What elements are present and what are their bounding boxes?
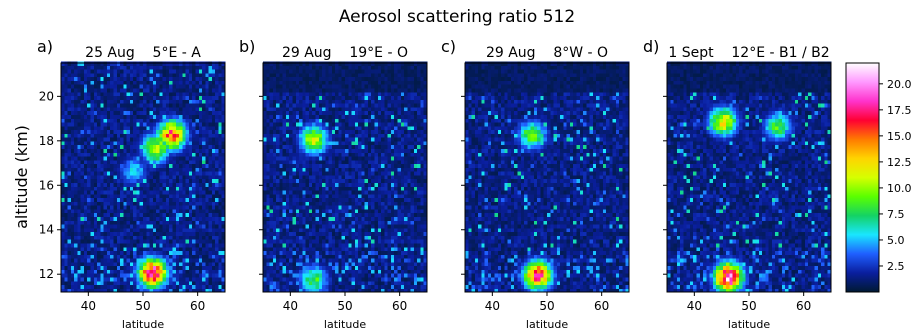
colorbar-tick-label: 7.5: [887, 208, 905, 221]
panel-label: c): [441, 37, 456, 56]
colorbar-tick-label: 20.0: [887, 78, 912, 91]
panel-title: 29 Aug 19°E - O: [282, 45, 408, 61]
panel-title: 25 Aug 5°E - A: [85, 45, 201, 61]
x-tick-label: 60: [392, 299, 407, 313]
colorbar-gradient: [845, 62, 880, 293]
colorbar-tick-label: 17.5: [887, 104, 912, 117]
x-tick-label: 50: [741, 299, 756, 313]
heatmap-cells: [667, 61, 832, 293]
colorbar-tick-label: 5.0: [887, 234, 905, 247]
colorbar-tick-label: 10.0: [887, 182, 912, 195]
heatmap-panel: c) 29 Aug 8°W - O 40 50 60 latitude: [441, 37, 630, 331]
colorbar-tick-label: 2.5: [887, 260, 905, 273]
heatmap-cells: [465, 61, 630, 293]
colorbar-tick-label: 12.5: [887, 156, 912, 169]
y-axis-label: altitude (km): [12, 125, 31, 229]
x-tick-label: 60: [190, 299, 205, 313]
x-axis-label: latitude: [324, 318, 366, 331]
x-tick-label: 40: [283, 299, 298, 313]
x-axis-label: latitude: [122, 318, 164, 331]
panel-label: d): [643, 37, 659, 56]
figure-title: Aerosol scattering ratio 512: [339, 7, 575, 27]
x-axis-label: latitude: [728, 318, 770, 331]
heatmap-cells: [263, 61, 428, 293]
x-axis-label: latitude: [526, 318, 568, 331]
x-tick-label: 40: [81, 299, 96, 313]
x-tick-label: 50: [337, 299, 352, 313]
y-tick-label: 20: [39, 89, 54, 103]
heatmap-panel: a) 25 Aug 5°E - A 40 50 60 latitude 12 14 16 18 20: [37, 37, 226, 331]
panel-label: a): [37, 37, 53, 56]
y-tick-label: 18: [39, 134, 54, 148]
x-tick-label: 40: [485, 299, 500, 313]
heatmap-panel: d) 1 Sept 12°E - B1 / B2 40 50 60 latitude: [643, 37, 832, 331]
y-tick-label: 14: [39, 223, 54, 237]
x-tick-label: 60: [796, 299, 811, 313]
colorbar: 2.5 5.0 7.5 10.0 12.5 15.0 17.5 20.0: [845, 62, 912, 293]
y-tick-label: 12: [39, 267, 54, 281]
panel-label: b): [239, 37, 255, 56]
x-tick-label: 50: [135, 299, 150, 313]
panel-title: 1 Sept 12°E - B1 / B2: [668, 45, 829, 61]
heatmap-panel: b) 29 Aug 19°E - O 40 50 60 latitude: [239, 37, 428, 331]
heatmap-cells: [61, 61, 226, 293]
panels: a) 25 Aug 5°E - A 40 50 60 latitude 12 14 16 18 20…: [37, 37, 832, 331]
x-tick-label: 40: [687, 299, 702, 313]
y-tick-label: 16: [39, 178, 54, 192]
x-tick-label: 50: [539, 299, 554, 313]
panel-title: 29 Aug 8°W - O: [486, 45, 608, 61]
colorbar-tick-label: 15.0: [887, 130, 912, 143]
x-tick-label: 60: [594, 299, 609, 313]
